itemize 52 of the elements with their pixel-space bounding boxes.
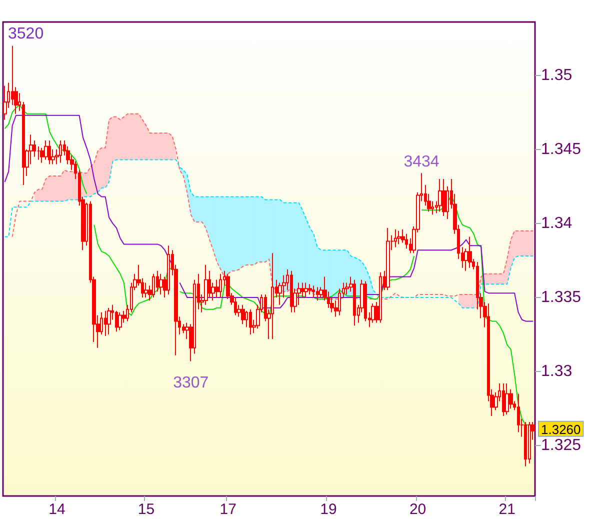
candlestick: [316, 286, 319, 301]
candlestick: [104, 310, 107, 337]
candlestick: [353, 279, 356, 326]
candlestick: [442, 178, 446, 217]
candlestick: [271, 252, 274, 340]
candlestick: [397, 230, 401, 245]
candlestick: [3, 85, 7, 120]
text: 1.3260: [541, 422, 581, 437]
candlestick: [308, 284, 312, 296]
y-tick-label: 1.35: [541, 66, 572, 84]
y-tick-label: 1.335: [541, 289, 582, 306]
x-tick-label: 21: [498, 501, 516, 518]
y-tick-label: 1.325: [541, 437, 582, 454]
candlestick: [152, 273, 155, 298]
x-tick-label: 19: [320, 501, 337, 518]
candlestick: [371, 302, 375, 324]
annotation: 3307: [173, 374, 209, 392]
annotation: 3520: [8, 26, 44, 42]
candlestick: [304, 282, 308, 298]
x-tick-label: 17: [220, 501, 236, 518]
candlestick: [159, 273, 163, 296]
y-tick-label: 1.345: [541, 140, 582, 158]
candlestick: [234, 297, 237, 316]
candlestick: [394, 228, 397, 248]
candlestick: [144, 282, 148, 298]
candlestick: [438, 178, 442, 212]
candlestick: [107, 307, 111, 336]
candlestick: [524, 421, 527, 467]
candlestick: [312, 285, 315, 298]
y-tick-label: 1.33: [541, 363, 572, 380]
candlestick: [249, 308, 252, 336]
x-tick-label: 20: [409, 501, 426, 518]
candlestick: [528, 421, 531, 464]
candlestick: [505, 382, 509, 416]
candlestick: [468, 236, 472, 268]
candlestick: [517, 393, 520, 433]
candlestick: [405, 233, 408, 250]
candlestick: [290, 270, 293, 313]
x-tick-label: 14: [48, 501, 66, 518]
y-tick-label: 1.34: [541, 214, 572, 232]
candlestick: [241, 304, 245, 325]
candlestick: [59, 140, 62, 164]
candlestick: [219, 273, 222, 298]
candlestick: [44, 140, 48, 160]
annotation: 3434: [404, 154, 440, 171]
candlestick: [386, 227, 390, 291]
x-tick-label: 15: [138, 501, 155, 518]
candlestick: [379, 272, 382, 324]
candlestick: [118, 312, 122, 331]
candlestick: [167, 245, 170, 296]
candlestick: [502, 382, 505, 417]
candlestick: [48, 140, 51, 165]
